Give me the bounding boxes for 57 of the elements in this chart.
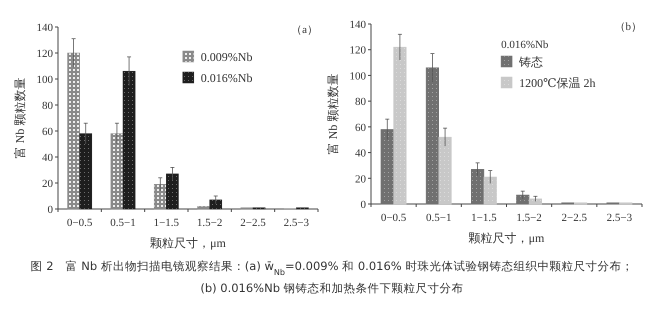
x-tick-label: 2.5−3 <box>606 212 633 224</box>
annotation: （a） <box>291 24 318 36</box>
x-tick-label: 2−2.5 <box>240 217 266 229</box>
bar <box>166 174 179 210</box>
x-tick-label: 2.5−3 <box>284 217 310 229</box>
y-tick-label: 20 <box>355 173 366 186</box>
x-tick-label: 1−1.5 <box>471 212 498 224</box>
bar <box>197 206 210 210</box>
bar <box>209 200 222 210</box>
x-tick-label: 1.5−2 <box>516 212 542 224</box>
caption: 图 2 富 Nb 析出物扫描电镜观察结果：(a) w̄$_{Nb}$=0.009% 和 0.016% 时珠光体试验钢铸态组织中颗粒尺寸分布； <box>30 259 634 276</box>
x-tick-label: 0.5−1 <box>426 212 452 224</box>
bar <box>471 169 484 204</box>
y-tick-label: 120 <box>36 48 54 60</box>
bar <box>516 194 530 204</box>
bar <box>438 136 452 204</box>
legend-label: 0.009%Nb <box>200 50 252 64</box>
y-tick-label: 80 <box>42 100 54 112</box>
y-tick-label: 40 <box>42 152 54 164</box>
bar <box>79 133 92 210</box>
x-axis-title: 颗粒尺寸，μm <box>150 236 227 250</box>
bar <box>393 46 406 204</box>
legend-title: 0.016%Nb <box>501 39 549 51</box>
x-tick-label: 0−0.5 <box>380 212 407 224</box>
y-tick-label: 60 <box>355 122 366 134</box>
x-tick-label: 1−1.5 <box>154 217 180 229</box>
bar <box>380 129 394 204</box>
text: (b) 0.016%Nb 钢铸态和加热条件下颗粒尺寸分布 <box>200 281 464 295</box>
y-axis-title: 富 Nb 颗粒数量 <box>13 78 27 158</box>
x-tick-label: 2−2.5 <box>562 212 588 224</box>
bar <box>67 52 80 210</box>
bar <box>426 67 439 204</box>
bar <box>154 184 167 210</box>
annotation: （b） <box>614 21 642 33</box>
bar <box>484 176 497 204</box>
y-tick-label: 120 <box>350 44 366 57</box>
y-tick-label: 100 <box>350 70 366 82</box>
bar <box>122 70 136 210</box>
y-tick-label: 100 <box>36 74 54 86</box>
y-axis-title: 富 Nb 颗粒数量 <box>326 74 340 154</box>
legend-label: 铸态 <box>518 55 544 69</box>
x-axis-title: 颗粒尺寸，μm <box>468 231 546 245</box>
bar <box>110 133 124 210</box>
x-tick-label: 1.5−2 <box>196 217 222 229</box>
legend-label: 0.016%Nb <box>200 71 252 85</box>
y-tick-label: 140 <box>350 19 366 31</box>
y-tick-label: 60 <box>42 126 54 138</box>
bar <box>528 198 542 204</box>
y-tick-label: 140 <box>36 22 54 34</box>
y-tick-label: 80 <box>355 96 366 108</box>
y-tick-label: 0 <box>48 204 54 216</box>
legend-label: 1200℃保温 2h <box>519 76 596 90</box>
x-tick-label: 0−0.5 <box>66 217 93 229</box>
y-tick-label: 40 <box>355 148 366 160</box>
x-tick-label: 0.5−1 <box>110 217 136 229</box>
y-tick-label: 0 <box>360 199 366 211</box>
y-tick-label: 20 <box>42 178 54 190</box>
